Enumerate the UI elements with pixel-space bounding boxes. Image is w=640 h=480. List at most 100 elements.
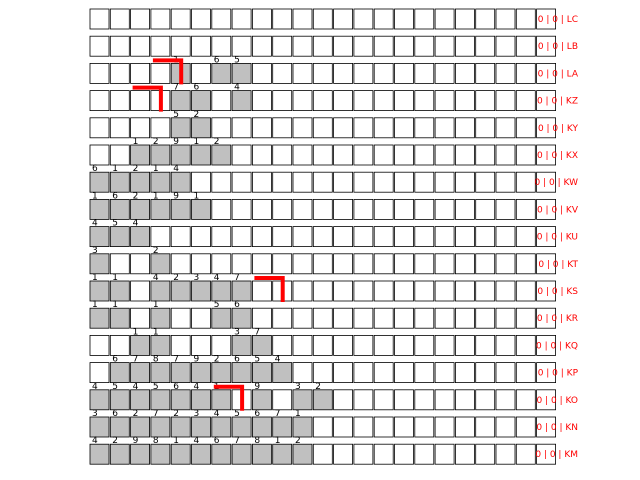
grid-cell	[312, 90, 333, 111]
grid-cell	[150, 8, 171, 30]
grid-cell	[414, 8, 435, 30]
grid-cell	[475, 35, 496, 57]
grid-cell	[373, 171, 394, 193]
grid-cell	[292, 226, 313, 248]
grid-cell	[130, 90, 151, 111]
cell-count: 5	[254, 355, 260, 365]
cell-count: 7	[254, 327, 260, 337]
grid-cell	[251, 362, 272, 384]
grid-cell	[495, 117, 516, 139]
grid-cell	[333, 307, 354, 329]
grid-cell	[231, 334, 252, 356]
grid-cell	[170, 443, 191, 465]
grid-cell	[495, 443, 516, 465]
grid-cell	[312, 253, 333, 275]
grid-row-kv: 1 6 2 1 9 1 0 | 0 | KV	[89, 191, 579, 220]
grid-cell	[170, 117, 191, 139]
row-label: 0 | 0 | KM	[535, 450, 578, 460]
grid-cell	[312, 334, 333, 356]
cell-count: 8	[153, 355, 159, 365]
grid-cell	[333, 90, 354, 111]
grid-cell	[353, 63, 374, 84]
cell-count: 3	[194, 409, 200, 419]
grid-cell	[353, 362, 374, 384]
grid-cell	[536, 226, 556, 248]
grid-cell	[475, 307, 496, 329]
grid-cell	[312, 117, 333, 139]
cell-count: 8	[254, 436, 260, 446]
row-label: 0 | 0 | KZ	[537, 97, 578, 107]
cell-count: 7	[153, 409, 159, 419]
grid-cell	[150, 307, 171, 329]
grid-cell	[109, 35, 130, 57]
grid-cell	[272, 8, 293, 30]
grid-cell	[373, 280, 394, 302]
grid-cell	[434, 362, 455, 384]
row-label: 0 | 0 | KX	[537, 151, 578, 161]
grid-cell	[515, 334, 536, 356]
grid-cell	[353, 226, 374, 248]
cell-count: 2	[214, 137, 220, 147]
grid-cell	[454, 362, 475, 384]
grid-cell	[414, 416, 435, 438]
grid-cell	[211, 280, 232, 302]
grid-cell	[434, 389, 455, 411]
grid-cell	[211, 198, 232, 220]
grid-cell	[150, 280, 171, 302]
grid-cell	[536, 198, 556, 220]
grid-cell	[454, 117, 475, 139]
grid-cell	[394, 171, 414, 193]
grid-cell	[333, 226, 354, 248]
grid-cell	[515, 35, 536, 57]
grid-cell	[130, 8, 151, 30]
grid-cell	[475, 198, 496, 220]
grid-cell	[454, 63, 475, 84]
grid-cell	[394, 443, 414, 465]
grid-cell	[272, 63, 293, 84]
grid-cell	[312, 144, 333, 166]
grid-cell	[536, 253, 556, 275]
grid-cell	[475, 389, 496, 411]
grid-cell	[454, 307, 475, 329]
grid-cell	[272, 307, 293, 329]
cell-count: 6	[254, 409, 260, 419]
grid-cell	[231, 144, 252, 166]
grid-cell	[211, 226, 232, 248]
grid-cell	[414, 389, 435, 411]
grid-row-ko: 4 5 4 5 6 4 1 9 3 20 | 0 | KO	[89, 382, 578, 411]
grid-row-km: 4 2 9 8 1 4 6 7 8 1 2 0 | 0 | KM	[89, 436, 578, 465]
cell-count: 1	[295, 409, 301, 419]
grid-row-kr: 1 1 1 5 6 0 | 0 | KR	[89, 300, 578, 329]
grid-cell	[536, 171, 556, 193]
cell-count: 1	[194, 191, 200, 201]
grid-cell	[130, 63, 151, 84]
grid-row-kn: 3 6 2 7 2 3 4 5 6 7 1 0 | 0 | KN	[89, 409, 578, 438]
grid-cell	[333, 63, 354, 84]
grid-cell	[231, 280, 252, 302]
cell-count: 5	[234, 409, 240, 419]
grid-cell	[191, 8, 211, 30]
grid-cell	[251, 416, 272, 438]
cell-count: 6	[214, 55, 220, 65]
grid-cell	[312, 35, 333, 57]
grid-cell	[454, 443, 475, 465]
grid-cell	[272, 35, 293, 57]
row-label: 0 | 0 | LB	[538, 42, 578, 52]
grid-cell	[353, 253, 374, 275]
grid-cell	[495, 226, 516, 248]
grid-cell	[292, 253, 313, 275]
grid-cell	[211, 171, 232, 193]
grid-cell	[150, 226, 171, 248]
grid-cell	[150, 362, 171, 384]
grid-cell	[150, 416, 171, 438]
grid-row-kx: 1 2 9 1 2 0 | 0 | KX	[89, 137, 578, 166]
grid-cell	[251, 35, 272, 57]
grid-cell	[191, 443, 211, 465]
grid-cell	[170, 389, 191, 411]
grid-cell	[515, 307, 536, 329]
grid-cell	[333, 389, 354, 411]
grid-cell	[434, 416, 455, 438]
grid-cell	[211, 117, 232, 139]
grid-cell	[454, 334, 475, 356]
